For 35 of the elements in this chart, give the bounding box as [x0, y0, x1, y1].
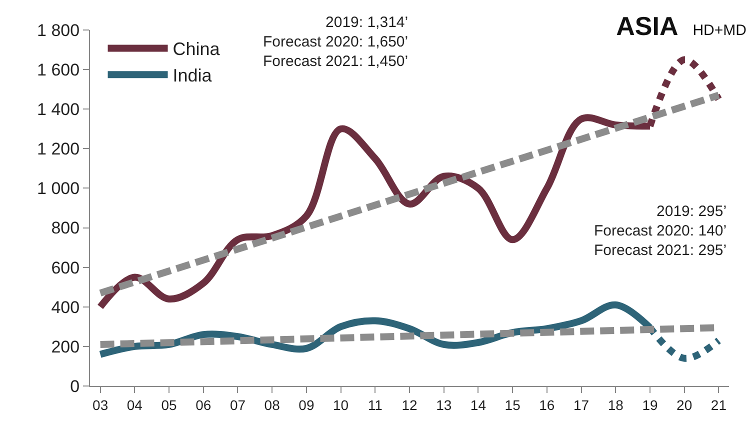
chart-subtitle: HD+MD [692, 22, 747, 40]
y-tick-label: 1 400 [37, 100, 80, 120]
y-tick-label: 400 [51, 298, 80, 317]
chart-title: ASIA [616, 11, 678, 42]
y-tick-label: 1 200 [37, 140, 80, 159]
x-tick-label: 13 [436, 396, 452, 413]
x-tick-label: 16 [539, 396, 555, 413]
x-tick-label: 12 [402, 396, 418, 413]
x-tick-label: 14 [470, 396, 486, 413]
x-tick-label: 21 [710, 396, 727, 413]
x-tick-label: 06 [196, 396, 212, 413]
x-tick-label: 10 [333, 396, 349, 413]
y-tick-label: 600 [51, 258, 80, 278]
y-tick-label: 800 [51, 218, 80, 238]
x-tick-label: 19 [642, 396, 658, 413]
x-tick-label: 15 [504, 396, 521, 413]
y-tick-label: 1 000 [37, 179, 80, 198]
x-tick-label: 08 [264, 396, 280, 413]
legend-label: India [172, 66, 213, 86]
x-tick-label: 11 [368, 396, 383, 413]
y-tick-label: 1 800 [37, 20, 80, 40]
x-tick-label: 20 [676, 396, 692, 413]
x-tick-label: 04 [126, 396, 143, 413]
annotation: 2019: 1,314’ Forecast 2020: 1,650’ Forecast 2021: 1,450’ [263, 14, 408, 70]
annotation: 2019: 295’ Forecast 2020: 140’ Forecast 2021: 295’ [594, 203, 727, 259]
y-tick-label: 0 [70, 376, 80, 396]
x-tick-label: 07 [230, 396, 246, 413]
y-tick-label: 200 [51, 337, 80, 356]
x-tick-label: 05 [161, 396, 178, 413]
legend-label: China [172, 39, 221, 60]
x-tick-label: 09 [298, 396, 314, 413]
x-tick-label: 03 [92, 396, 108, 413]
x-tick-label: 18 [608, 396, 624, 413]
x-tick-label: 17 [573, 396, 590, 413]
y-tick-label: 1 600 [37, 60, 80, 80]
